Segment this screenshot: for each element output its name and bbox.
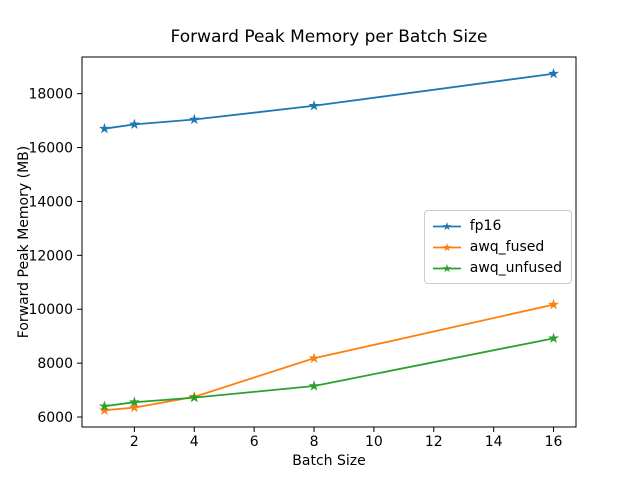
series-marker-awq_fused (128, 401, 140, 413)
legend-entry-fp16: fp16 (432, 216, 562, 236)
y-axis-label: Forward Peak Memory (MB) (16, 145, 32, 339)
series-marker-awq_fused (548, 298, 560, 310)
y-tick-label: 10000 (28, 302, 73, 318)
series-line-fp16 (104, 72, 554, 130)
x-tick-label: 6 (250, 434, 259, 450)
y-tick-label: 18000 (28, 87, 73, 103)
series-marker-awq_fused (308, 352, 320, 363)
x-axis-label: Batch Size (292, 453, 366, 469)
y-tick-label: 8000 (37, 356, 73, 372)
series-marker-awq_unfused (188, 391, 200, 403)
y-tick-label: 12000 (28, 248, 73, 264)
series-marker-fp16 (548, 67, 560, 79)
legend-entry-awq_unfused: awq_unfused (432, 258, 562, 278)
series-marker-fp16 (308, 100, 320, 111)
legend-swatch-fp16 (432, 221, 461, 230)
legend-swatch-awq_fused (432, 242, 461, 251)
series-marker-awq_unfused (128, 396, 140, 407)
series-marker-awq_unfused (98, 400, 110, 411)
legend-label: awq_unfused (469, 260, 562, 276)
series-marker-awq_unfused (308, 380, 320, 391)
series-marker-fp16 (98, 122, 110, 134)
legend-label: fp16 (469, 218, 502, 234)
series-marker-fp16 (128, 118, 140, 130)
series-line-awq_unfused (104, 337, 554, 408)
x-tick-label: 12 (425, 434, 443, 450)
legend: fp16 awq_fused awq_unfused (423, 210, 572, 284)
series-marker-fp16 (188, 113, 200, 125)
y-tick-label: 6000 (37, 410, 73, 426)
plot-spines (81, 56, 577, 428)
legend-label: awq_fused (469, 239, 545, 255)
x-tick-label: 8 (310, 434, 319, 450)
series-marker-awq_fused (98, 404, 110, 415)
y-tick-label: 14000 (28, 194, 73, 210)
y-tick-label: 16000 (28, 141, 73, 157)
series-marker-awq_unfused (548, 332, 560, 344)
x-tick-label: 16 (545, 434, 563, 450)
legend-swatch-awq_unfused (432, 263, 461, 272)
chart-title: Forward Peak Memory per Batch Size (170, 27, 488, 47)
series-line-awq_fused (104, 303, 554, 412)
x-tick-label: 4 (190, 434, 199, 450)
legend-entry-awq_fused: awq_fused (432, 237, 562, 257)
x-tick-label: 2 (130, 434, 139, 450)
x-tick-label: 10 (365, 434, 383, 450)
x-tick-label: 14 (485, 434, 503, 450)
